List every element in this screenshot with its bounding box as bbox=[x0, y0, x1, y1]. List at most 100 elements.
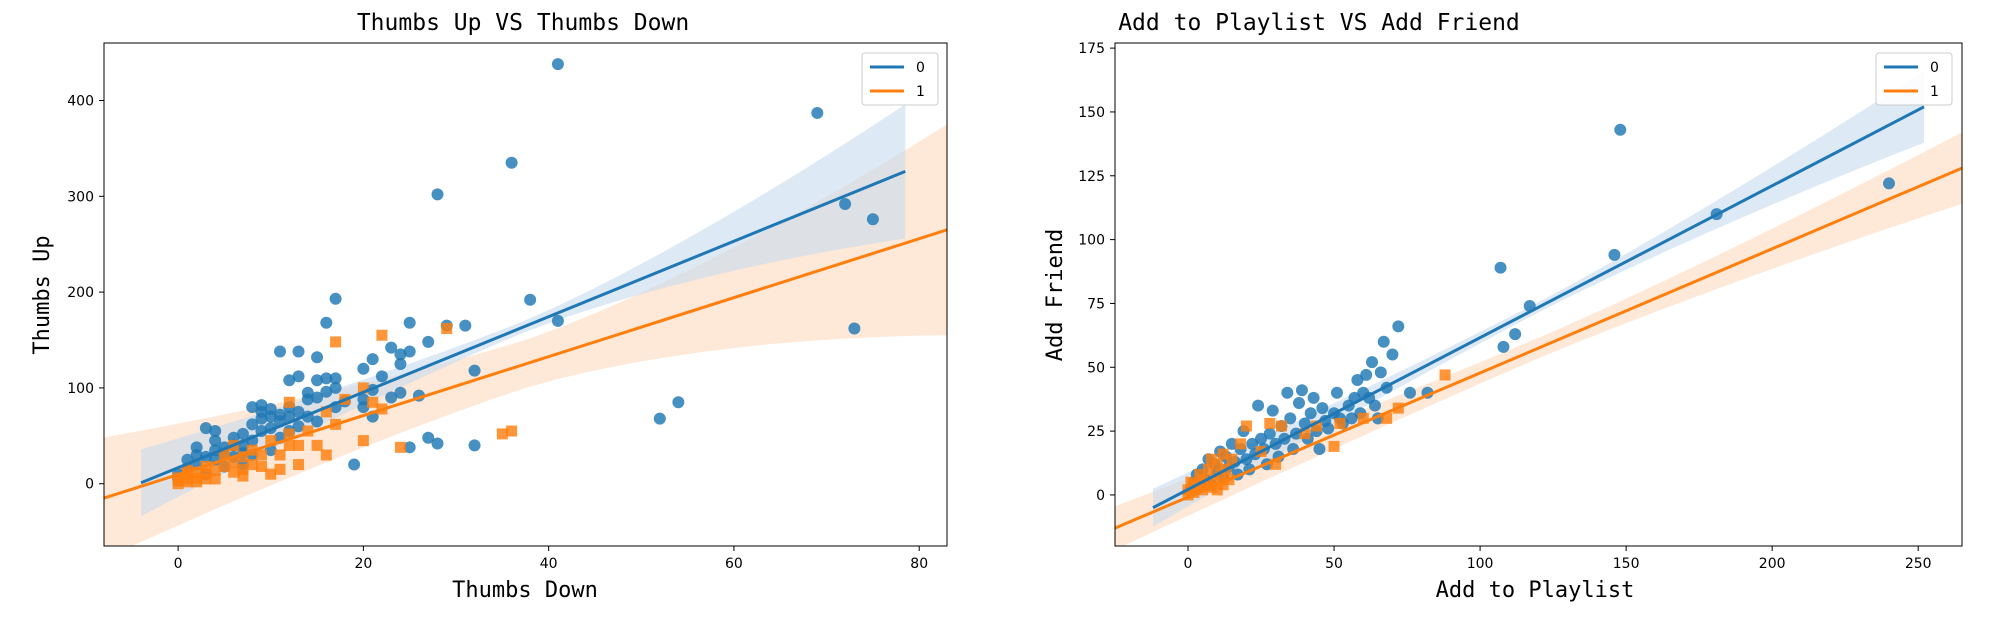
data-point-series-1 bbox=[1211, 458, 1223, 470]
confidence-band-series-0 bbox=[141, 104, 906, 517]
data-point-series-0 bbox=[431, 437, 444, 450]
data-point-series-0 bbox=[811, 106, 824, 119]
data-point-series-1 bbox=[293, 459, 305, 471]
data-point-series-0 bbox=[1351, 374, 1364, 387]
data-point-series-0 bbox=[1284, 412, 1297, 425]
data-point-series-1 bbox=[274, 463, 286, 475]
data-point-series-0 bbox=[1368, 399, 1381, 412]
data-point-series-1 bbox=[255, 460, 267, 472]
data-point-series-0 bbox=[292, 370, 305, 383]
data-point-series-0 bbox=[1316, 402, 1329, 415]
regression-lines bbox=[1115, 105, 1962, 530]
regression-lines bbox=[104, 169, 947, 500]
data-point-series-1 bbox=[1200, 479, 1212, 491]
data-point-series-1 bbox=[283, 396, 295, 408]
data-point-series-0 bbox=[255, 399, 268, 412]
data-point-series-1 bbox=[237, 451, 249, 463]
data-point-series-1 bbox=[191, 472, 203, 484]
data-point-series-0 bbox=[348, 458, 361, 471]
x-axis-ticks: 0 50 100 150 200 250 bbox=[1184, 546, 1932, 572]
chart-title: Thumbs Up VS Thumbs Down bbox=[357, 10, 689, 36]
data-point-series-0 bbox=[264, 402, 277, 415]
data-point-series-0 bbox=[551, 58, 564, 71]
data-point-series-1 bbox=[1439, 369, 1451, 381]
data-point-series-1 bbox=[265, 435, 277, 447]
y-axis-ticks: 0 100 200 300 400 bbox=[67, 93, 104, 493]
data-point-series-0 bbox=[1345, 412, 1358, 425]
data-point-series-0 bbox=[274, 345, 287, 358]
data-point-series-1 bbox=[1275, 420, 1287, 432]
data-point-series-0 bbox=[329, 372, 342, 385]
data-point-series-0 bbox=[292, 420, 305, 433]
data-point-series-0 bbox=[292, 405, 305, 418]
regression-line-series-1 bbox=[1115, 166, 1962, 530]
data-point-series-0 bbox=[1374, 366, 1387, 379]
data-point-series-1 bbox=[1211, 484, 1223, 496]
data-point-series-0 bbox=[320, 385, 333, 398]
data-point-series-0 bbox=[1225, 437, 1238, 450]
data-point-series-1 bbox=[1270, 458, 1282, 470]
x-tick-label: 200 bbox=[1759, 556, 1786, 572]
data-point-series-0 bbox=[385, 391, 398, 404]
y-tick-label: 400 bbox=[67, 93, 94, 109]
data-point-series-0 bbox=[329, 292, 342, 305]
y-axis-label: Add Friend bbox=[1043, 229, 1068, 361]
data-point-series-0 bbox=[1263, 427, 1276, 440]
data-point-series-0 bbox=[301, 386, 314, 399]
data-point-series-0 bbox=[283, 374, 296, 387]
x-tick-label: 150 bbox=[1613, 556, 1640, 572]
data-point-series-1 bbox=[506, 425, 518, 437]
legend-label-series-0: 0 bbox=[1930, 60, 1939, 76]
data-point-series-1 bbox=[218, 449, 230, 461]
data-point-series-1 bbox=[209, 464, 221, 476]
data-point-series-1 bbox=[1381, 412, 1393, 424]
data-point-series-1 bbox=[1235, 438, 1247, 450]
data-point-series-1 bbox=[394, 441, 406, 453]
data-point-series-0 bbox=[236, 427, 249, 440]
y-tick-label: 50 bbox=[1087, 360, 1105, 376]
data-point-series-0 bbox=[422, 431, 435, 444]
data-point-series-0 bbox=[672, 396, 685, 409]
data-point-series-0 bbox=[357, 393, 370, 406]
data-point-series-0 bbox=[1494, 261, 1507, 274]
data-point-series-0 bbox=[320, 316, 333, 329]
data-point-series-1 bbox=[1299, 428, 1311, 440]
regression-line-series-1 bbox=[104, 228, 947, 500]
confidence-band-series-0 bbox=[1153, 71, 1924, 527]
data-point-series-0 bbox=[1330, 386, 1343, 399]
y-tick-label: 75 bbox=[1087, 296, 1105, 312]
data-point-series-0 bbox=[246, 401, 259, 414]
y-tick-label: 300 bbox=[67, 189, 94, 205]
data-point-series-0 bbox=[311, 415, 324, 428]
data-point-series-0 bbox=[468, 364, 481, 377]
data-point-series-0 bbox=[366, 353, 379, 366]
data-point-series-0 bbox=[199, 422, 212, 435]
y-axis-label: Thumbs Up bbox=[30, 235, 55, 354]
x-tick-label: 0 bbox=[1184, 556, 1193, 572]
data-point-series-1 bbox=[237, 470, 249, 482]
data-point-series-0 bbox=[524, 293, 537, 306]
legend: 0 1 bbox=[861, 52, 939, 106]
data-point-series-0 bbox=[839, 197, 852, 210]
data-point-series-1 bbox=[1264, 417, 1276, 429]
y-axis-ticks: 0 25 50 75 100 125 150 175 bbox=[1078, 41, 1115, 504]
y-tick-label: 175 bbox=[1078, 41, 1105, 57]
data-point-series-0 bbox=[1307, 391, 1320, 404]
legend-box bbox=[1875, 52, 1953, 106]
data-point-series-0 bbox=[375, 370, 388, 383]
data-point-series-0 bbox=[468, 439, 481, 452]
data-point-series-0 bbox=[209, 425, 222, 438]
data-point-series-0 bbox=[329, 381, 342, 394]
data-point-series-1 bbox=[357, 435, 369, 447]
data-point-series-0 bbox=[385, 341, 398, 354]
data-point-series-1 bbox=[441, 323, 453, 335]
legend-box bbox=[861, 52, 939, 106]
y-tick-label: 0 bbox=[85, 477, 94, 493]
data-point-series-1 bbox=[1334, 417, 1346, 429]
data-point-series-1 bbox=[1202, 463, 1214, 475]
data-point-series-0 bbox=[394, 357, 407, 370]
data-point-series-1 bbox=[293, 439, 305, 451]
data-point-series-0 bbox=[292, 345, 305, 358]
data-point-series-0 bbox=[1281, 386, 1294, 399]
